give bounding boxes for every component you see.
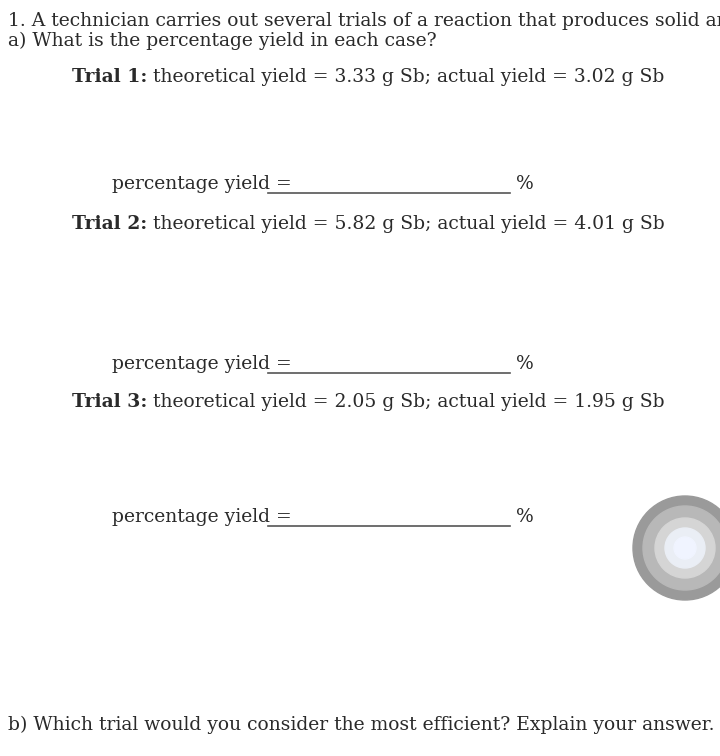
Circle shape [674, 537, 696, 559]
Text: percentage yield =: percentage yield = [112, 175, 298, 193]
Text: Trial 2:: Trial 2: [72, 215, 148, 233]
Circle shape [655, 518, 715, 578]
Text: b) Which trial would you consider the most efficient? Explain your answer.: b) Which trial would you consider the mo… [8, 716, 714, 734]
Text: theoretical yield = 3.33 g Sb; actual yield = 3.02 g Sb: theoretical yield = 3.33 g Sb; actual yi… [148, 68, 665, 86]
Text: 1. A technician carries out several trials of a reaction that produces solid ant: 1. A technician carries out several tria… [8, 12, 720, 30]
Text: %: % [516, 355, 534, 373]
Text: Trial 3:: Trial 3: [72, 393, 148, 411]
Text: percentage yield =: percentage yield = [112, 355, 298, 373]
Text: theoretical yield = 2.05 g Sb; actual yield = 1.95 g Sb: theoretical yield = 2.05 g Sb; actual yi… [148, 393, 665, 411]
Text: %: % [516, 175, 534, 193]
Text: a) What is the percentage yield in each case?: a) What is the percentage yield in each … [8, 32, 436, 50]
Text: percentage yield =: percentage yield = [112, 508, 298, 526]
Circle shape [633, 496, 720, 600]
Circle shape [643, 506, 720, 590]
Text: theoretical yield = 5.82 g Sb; actual yield = 4.01 g Sb: theoretical yield = 5.82 g Sb; actual yi… [148, 215, 665, 233]
Text: Trial 1:: Trial 1: [72, 68, 148, 86]
Text: %: % [516, 508, 534, 526]
Circle shape [665, 528, 705, 568]
